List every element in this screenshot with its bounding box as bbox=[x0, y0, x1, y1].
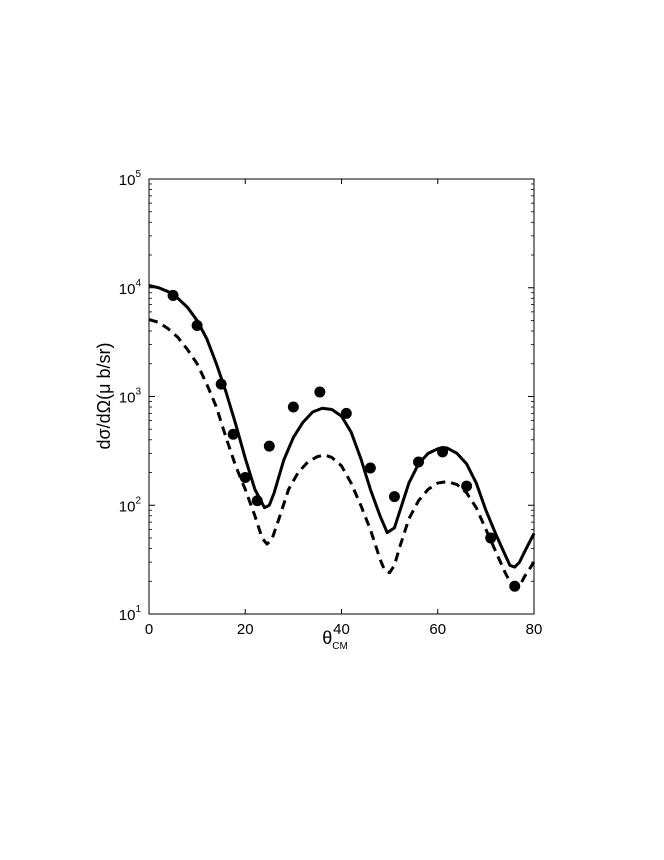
dashed-curve bbox=[148, 318, 536, 588]
x-tick-label: 60 bbox=[429, 621, 446, 638]
y-tick-label: 102 bbox=[119, 495, 142, 515]
data-point bbox=[437, 446, 449, 458]
y-tick-label-exp: 1 bbox=[135, 604, 141, 615]
y-tick-label-exp: 5 bbox=[135, 169, 141, 180]
data-point bbox=[340, 407, 352, 419]
data-point bbox=[215, 378, 227, 390]
y-tick-label-base: 10 bbox=[119, 390, 136, 407]
x-tick-label: 80 bbox=[526, 621, 543, 638]
data-point bbox=[461, 480, 473, 492]
y-tick-label-exp: 4 bbox=[135, 278, 141, 289]
data-point bbox=[191, 319, 203, 331]
data-point bbox=[509, 580, 521, 592]
data-point bbox=[485, 532, 497, 544]
x-tick-label: 20 bbox=[237, 621, 254, 638]
y-tick-label: 101 bbox=[119, 604, 142, 624]
y-tick-label-base: 10 bbox=[119, 172, 136, 189]
x-tick-label: 40 bbox=[333, 621, 350, 638]
y-tick-label-base: 10 bbox=[119, 607, 136, 624]
y-tick-label-exp: 3 bbox=[135, 387, 141, 398]
x-axis-label: θCM bbox=[322, 628, 348, 652]
y-axis-label: dσ/dΩ(μ b/sr) bbox=[94, 343, 114, 450]
y-tick-label: 104 bbox=[119, 278, 142, 298]
x-tick-label: 0 bbox=[145, 621, 153, 638]
y-tick-label-exp: 2 bbox=[135, 495, 141, 506]
y-tick-label: 103 bbox=[119, 387, 142, 407]
data-point bbox=[167, 289, 179, 301]
data-point bbox=[239, 471, 251, 483]
data-point bbox=[263, 440, 275, 452]
y-tick-label-base: 10 bbox=[119, 281, 136, 298]
series-markers bbox=[167, 289, 521, 592]
data-point bbox=[413, 456, 424, 468]
y-tick-label: 105 bbox=[119, 169, 142, 189]
data-point bbox=[287, 401, 299, 413]
plot-frame bbox=[148, 178, 535, 615]
series-lines bbox=[148, 283, 536, 588]
data-point bbox=[314, 386, 326, 398]
data-point bbox=[364, 462, 376, 474]
axis-ticks bbox=[148, 178, 535, 615]
data-point bbox=[388, 491, 400, 503]
data-point bbox=[227, 428, 239, 440]
x-axis-label-sub: CM bbox=[332, 641, 348, 652]
y-tick-label-base: 10 bbox=[119, 498, 136, 515]
x-axis-label-main: θ bbox=[322, 628, 332, 648]
solid-curve bbox=[148, 283, 536, 569]
data-point bbox=[251, 495, 263, 507]
